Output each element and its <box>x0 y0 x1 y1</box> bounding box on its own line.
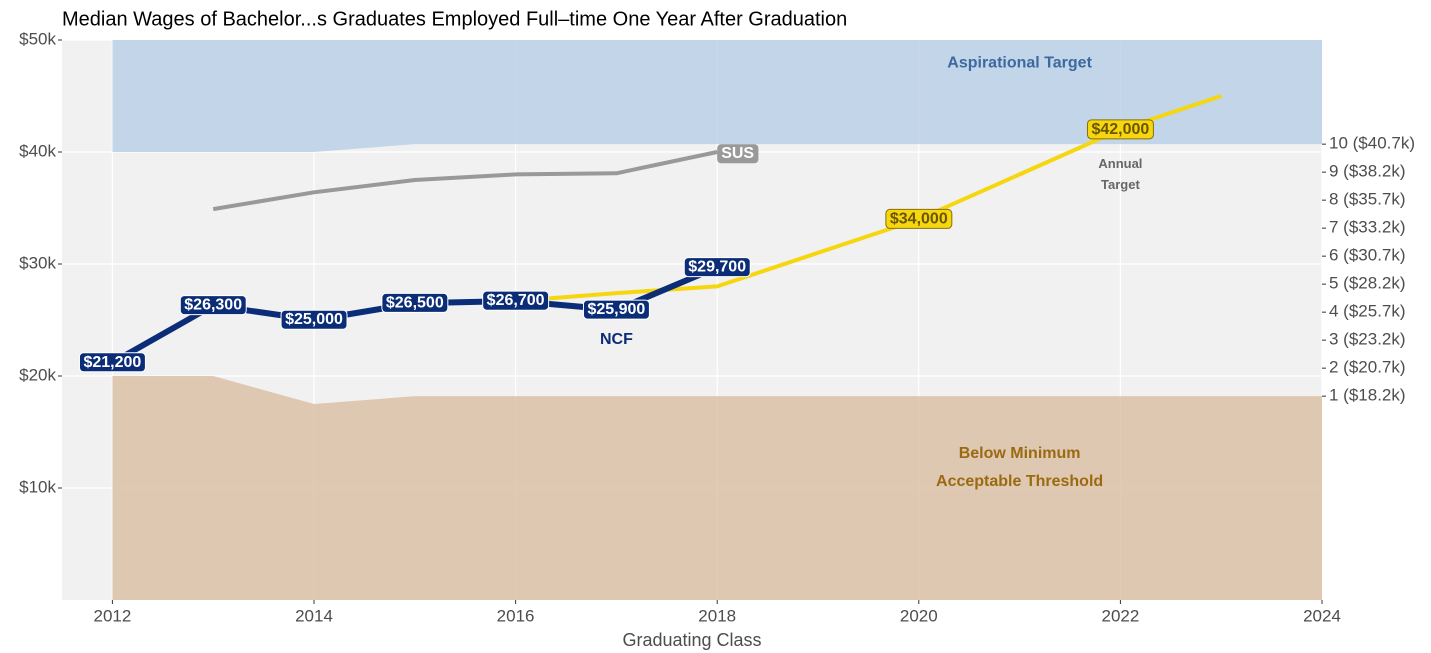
label-box <box>717 144 759 164</box>
data-label: $21,200 <box>83 354 141 371</box>
y-tick-label: $30k <box>19 253 56 272</box>
band-label: Aspirational Target <box>947 55 1092 72</box>
band-label: Acceptable Threshold <box>936 473 1103 490</box>
y2-tick-label: 9 ($38.2k) <box>1329 162 1406 181</box>
series-label: Target <box>1101 177 1140 192</box>
y-tick-label: $50k <box>19 29 56 48</box>
x-tick-label: 2014 <box>295 606 333 625</box>
label-box <box>482 290 550 311</box>
band <box>112 40 1322 152</box>
label-box <box>280 309 348 330</box>
y2-tick-label: 4 ($25.7k) <box>1329 302 1406 321</box>
data-label: $42,000 <box>1091 121 1149 138</box>
label-box <box>78 352 146 373</box>
y2-tick-label: 10 ($40.7k) <box>1329 134 1415 153</box>
y2-tick-label: 1 ($18.2k) <box>1329 386 1406 405</box>
y-tick-label: $40k <box>19 141 56 160</box>
x-tick-label: 2016 <box>497 606 535 625</box>
data-label: $29,700 <box>688 259 746 276</box>
y-tick-label: $10k <box>19 477 56 496</box>
data-label: $34,000 <box>890 210 948 227</box>
label-box <box>179 295 247 316</box>
data-label: $26,300 <box>184 297 242 314</box>
data-label: $25,000 <box>285 311 343 328</box>
chart-title: Median Wages of Bachelor...s Graduates E… <box>62 8 847 30</box>
data-label: $26,700 <box>487 292 545 309</box>
label-box <box>381 292 449 313</box>
data-label: SUS <box>721 145 754 162</box>
x-tick-label: 2012 <box>93 606 131 625</box>
series-label: Annual <box>1098 156 1142 171</box>
series-label: NCF <box>600 331 633 348</box>
label-box <box>885 208 953 229</box>
band-label: Below Minimum <box>959 445 1081 462</box>
y2-tick-label: 6 ($30.7k) <box>1329 246 1406 265</box>
y2-tick-label: 5 ($28.2k) <box>1329 274 1406 293</box>
y-tick-label: $20k <box>19 365 56 384</box>
label-box <box>1086 119 1154 140</box>
x-tick-label: 2024 <box>1303 606 1341 625</box>
band <box>112 376 1322 600</box>
x-tick-label: 2018 <box>698 606 736 625</box>
data-label: $25,900 <box>587 301 645 318</box>
x-axis-title: Graduating Class <box>622 630 761 650</box>
y2-tick-label: 3 ($23.2k) <box>1329 330 1406 349</box>
y2-tick-label: 7 ($33.2k) <box>1329 218 1406 237</box>
y2-tick-label: 2 ($20.7k) <box>1329 358 1406 377</box>
data-label: $26,500 <box>386 294 444 311</box>
line <box>212 150 718 212</box>
label-box <box>582 299 650 320</box>
label-box <box>683 257 751 278</box>
x-tick-label: 2020 <box>900 606 938 625</box>
x-tick-label: 2022 <box>1101 606 1139 625</box>
y2-tick-label: 8 ($35.7k) <box>1329 190 1406 209</box>
